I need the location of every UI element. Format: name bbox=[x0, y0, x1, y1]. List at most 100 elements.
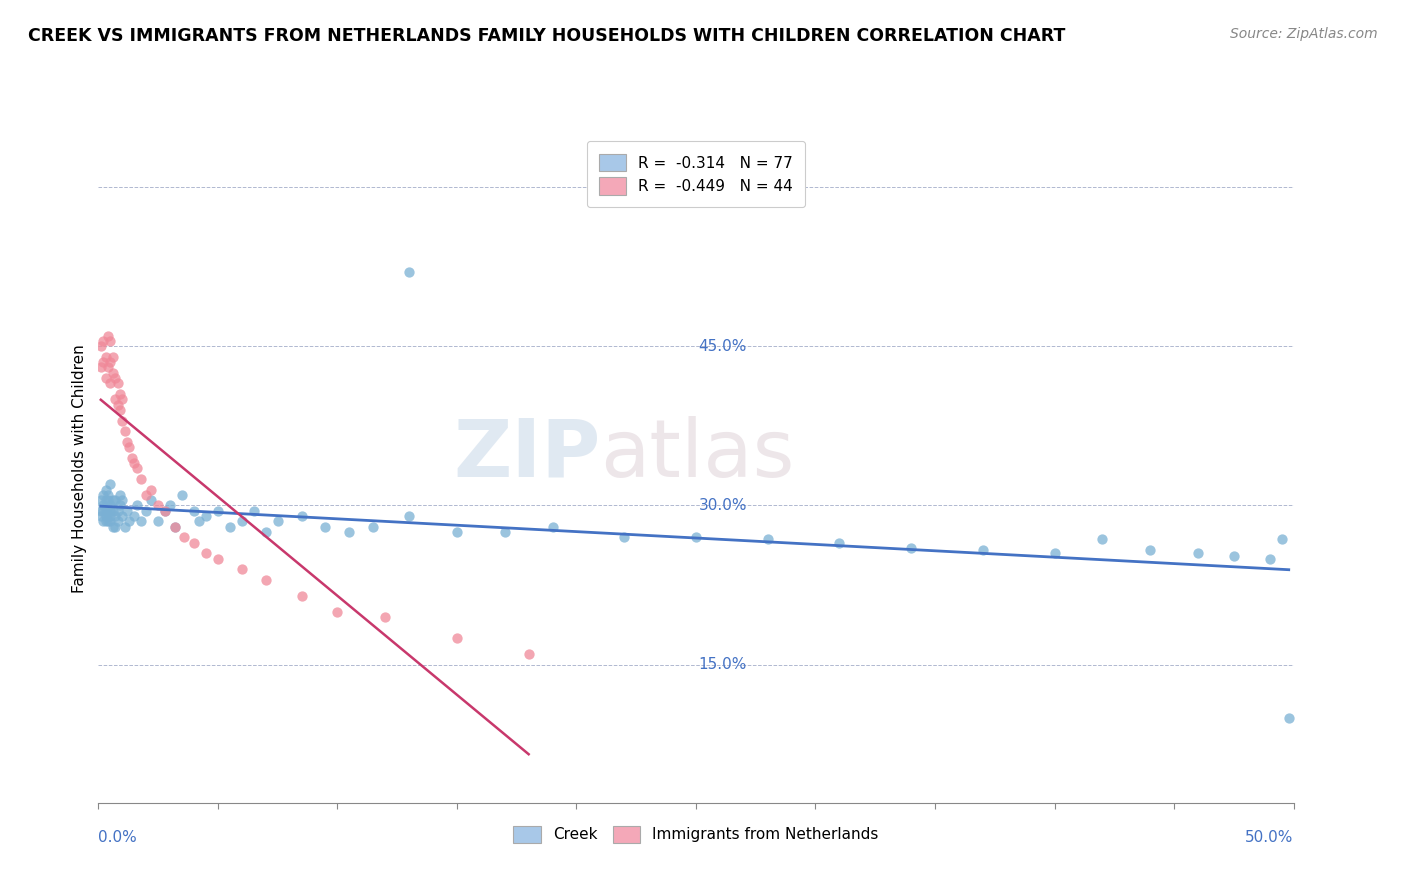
Text: 15.0%: 15.0% bbox=[699, 657, 747, 673]
Point bbox=[101, 519, 124, 533]
Point bbox=[337, 524, 360, 539]
Point bbox=[107, 398, 129, 412]
Point bbox=[121, 450, 143, 465]
Point bbox=[159, 499, 181, 513]
Point bbox=[254, 573, 277, 587]
Point bbox=[374, 610, 396, 624]
Point bbox=[131, 472, 153, 486]
Point bbox=[97, 488, 120, 502]
Point bbox=[163, 519, 186, 533]
Point bbox=[155, 504, 177, 518]
Point bbox=[194, 546, 217, 560]
Point bbox=[194, 509, 217, 524]
Point bbox=[91, 488, 114, 502]
Point bbox=[828, 535, 851, 549]
Point bbox=[131, 515, 153, 529]
Point bbox=[326, 605, 349, 619]
Point bbox=[148, 499, 170, 513]
Point bbox=[290, 509, 312, 524]
Point bbox=[363, 519, 385, 533]
Point bbox=[231, 562, 253, 576]
Point bbox=[446, 631, 468, 645]
Point bbox=[108, 403, 131, 417]
Point bbox=[125, 461, 148, 475]
Point bbox=[267, 515, 290, 529]
Point bbox=[114, 424, 136, 438]
Point bbox=[1222, 549, 1246, 564]
Point bbox=[315, 519, 337, 533]
Point bbox=[254, 524, 277, 539]
Point bbox=[494, 524, 516, 539]
Point bbox=[207, 551, 229, 566]
Point bbox=[94, 515, 117, 529]
Point bbox=[139, 483, 162, 497]
Point bbox=[104, 392, 127, 407]
Point bbox=[172, 488, 194, 502]
Point bbox=[124, 509, 146, 524]
Point bbox=[98, 504, 122, 518]
Point bbox=[541, 519, 564, 533]
Point bbox=[90, 360, 112, 375]
Point bbox=[118, 440, 141, 454]
Point bbox=[114, 519, 136, 533]
Point bbox=[97, 360, 120, 375]
Point bbox=[118, 515, 141, 529]
Point bbox=[107, 376, 129, 391]
Point bbox=[155, 504, 177, 518]
Point bbox=[124, 456, 146, 470]
Point bbox=[94, 371, 117, 385]
Point bbox=[104, 493, 127, 508]
Text: 45.0%: 45.0% bbox=[699, 339, 747, 354]
Point bbox=[207, 504, 229, 518]
Point bbox=[91, 355, 114, 369]
Point bbox=[111, 509, 134, 524]
Point bbox=[108, 387, 131, 401]
Point bbox=[613, 530, 636, 544]
Point bbox=[1043, 546, 1066, 560]
Point bbox=[148, 515, 170, 529]
Point bbox=[91, 334, 114, 348]
Point bbox=[98, 515, 122, 529]
Point bbox=[98, 355, 122, 369]
Point bbox=[187, 515, 209, 529]
Point bbox=[101, 504, 124, 518]
Point bbox=[91, 504, 114, 518]
Point bbox=[91, 515, 114, 529]
Point bbox=[107, 515, 129, 529]
Point bbox=[183, 504, 205, 518]
Point bbox=[104, 371, 127, 385]
Point bbox=[139, 493, 162, 508]
Text: CREEK VS IMMIGRANTS FROM NETHERLANDS FAMILY HOUSEHOLDS WITH CHILDREN CORRELATION: CREEK VS IMMIGRANTS FROM NETHERLANDS FAM… bbox=[28, 27, 1066, 45]
Text: 60.0%: 60.0% bbox=[699, 179, 747, 194]
Text: atlas: atlas bbox=[600, 416, 794, 494]
Point bbox=[243, 504, 266, 518]
Point bbox=[108, 499, 131, 513]
Point bbox=[111, 392, 134, 407]
Point bbox=[94, 483, 117, 497]
Point bbox=[115, 434, 138, 449]
Point bbox=[94, 504, 117, 518]
Point bbox=[1271, 533, 1294, 547]
Point bbox=[101, 350, 124, 364]
Point bbox=[111, 413, 134, 427]
Point bbox=[290, 589, 312, 603]
Point bbox=[98, 376, 122, 391]
Point bbox=[90, 493, 112, 508]
Point bbox=[1187, 546, 1209, 560]
Point bbox=[219, 519, 242, 533]
Legend: Creek, Immigrants from Netherlands: Creek, Immigrants from Netherlands bbox=[501, 814, 891, 855]
Text: 30.0%: 30.0% bbox=[699, 498, 747, 513]
Point bbox=[94, 493, 117, 508]
Text: ZIP: ZIP bbox=[453, 416, 600, 494]
Point bbox=[398, 509, 420, 524]
Point bbox=[91, 499, 114, 513]
Text: Source: ZipAtlas.com: Source: ZipAtlas.com bbox=[1230, 27, 1378, 41]
Point bbox=[98, 334, 122, 348]
Point bbox=[398, 265, 420, 279]
Y-axis label: Family Households with Children: Family Households with Children bbox=[72, 344, 87, 592]
Point bbox=[104, 519, 127, 533]
Point bbox=[446, 524, 468, 539]
Point bbox=[97, 493, 120, 508]
Point bbox=[90, 339, 112, 353]
Point bbox=[97, 328, 120, 343]
